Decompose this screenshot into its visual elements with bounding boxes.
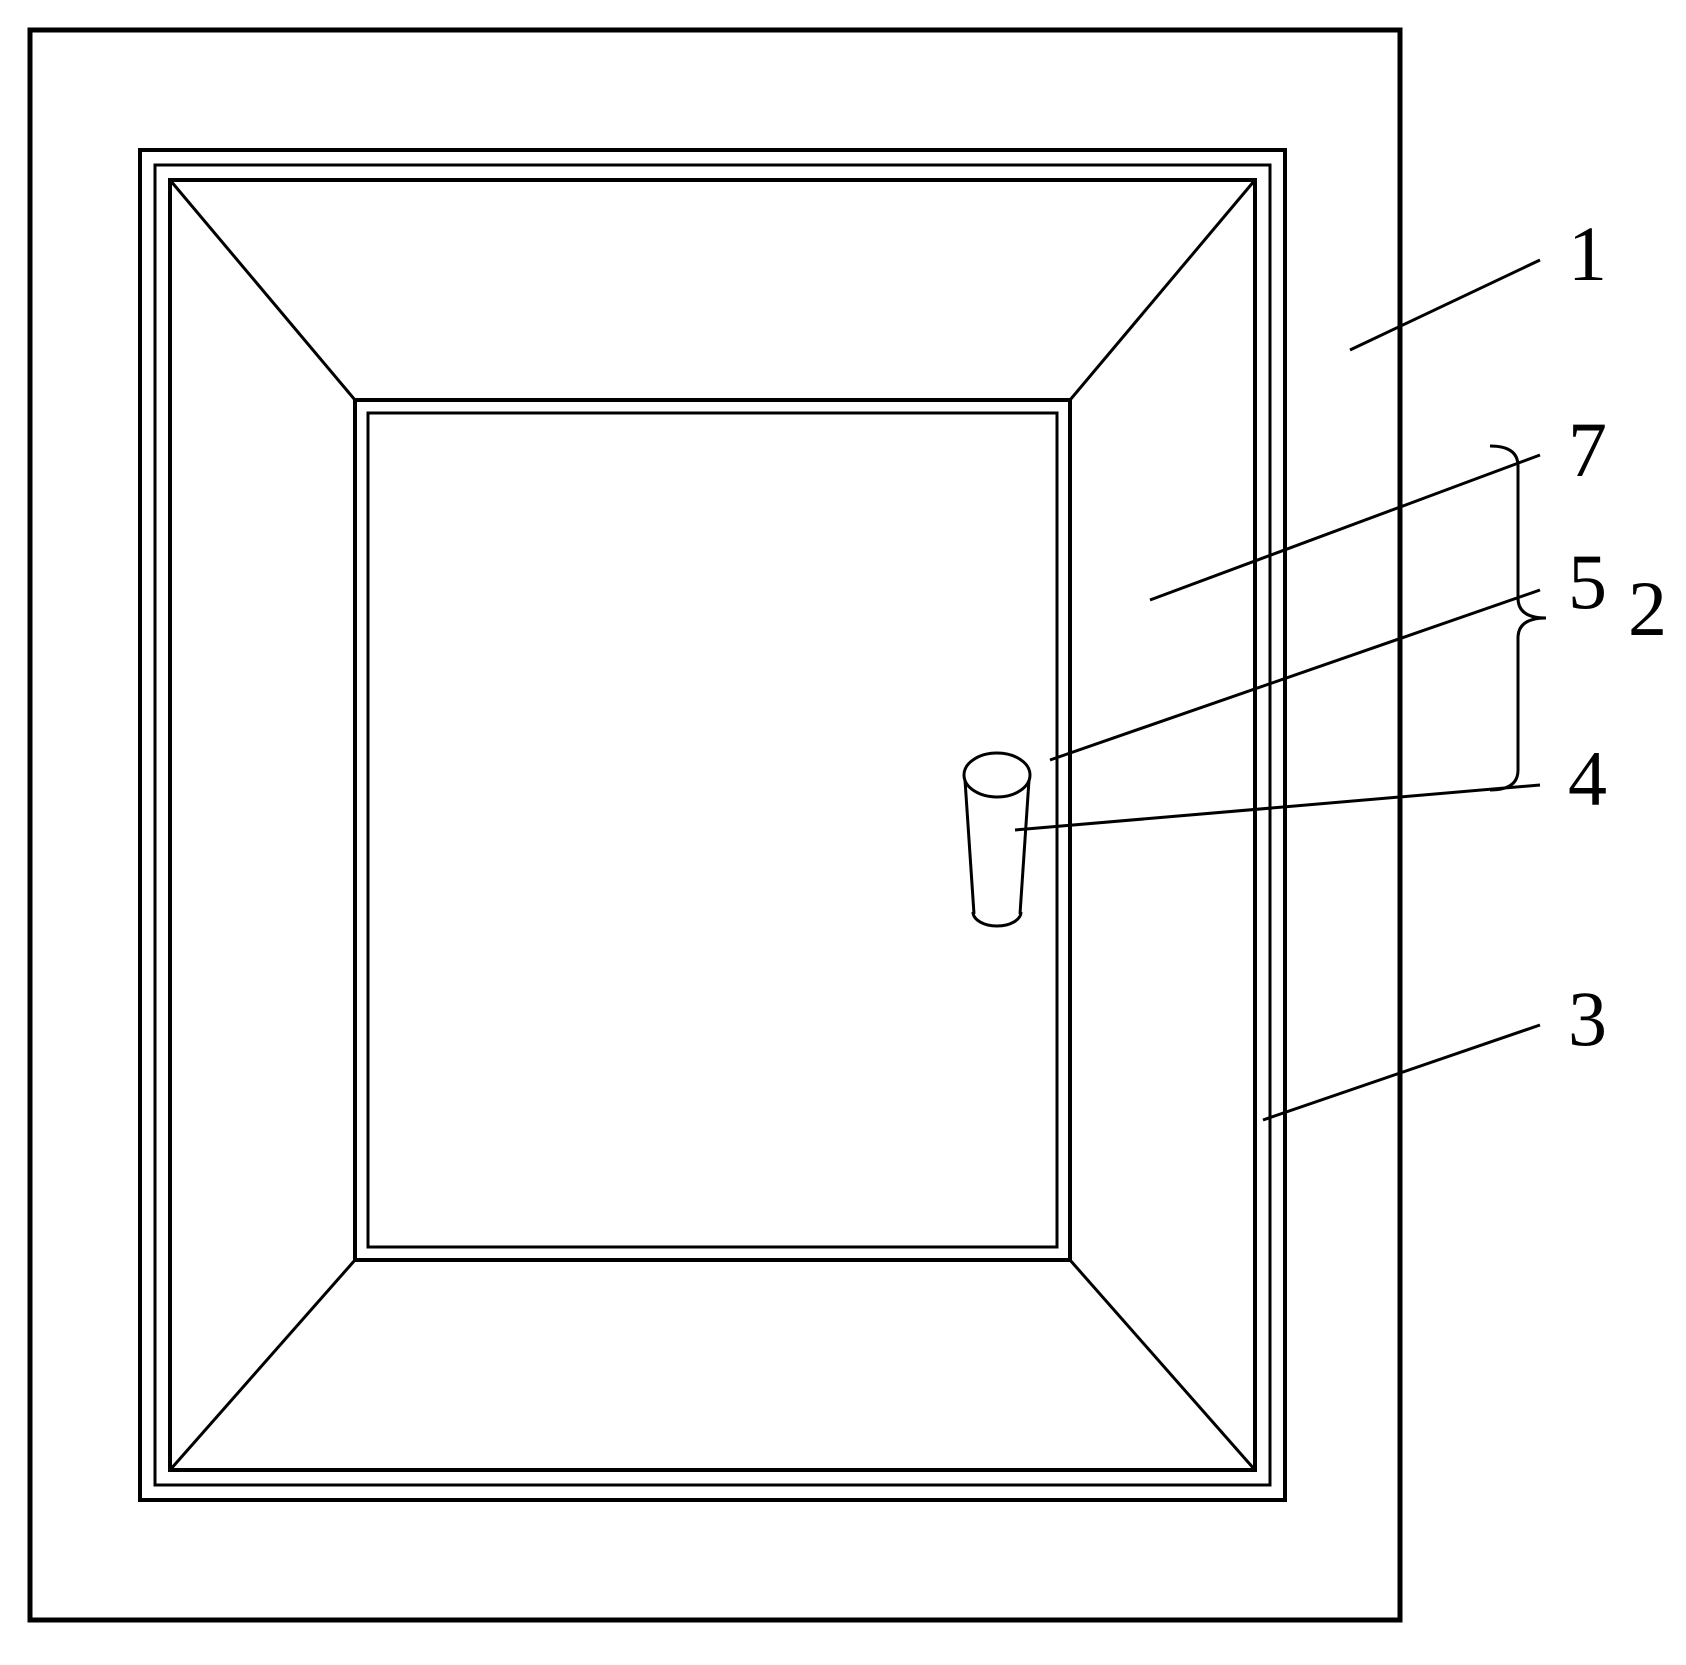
leader-1 bbox=[1350, 260, 1540, 350]
bevel-inner bbox=[355, 400, 1070, 1260]
handle-right-edge bbox=[1020, 780, 1029, 914]
handle-bottom bbox=[973, 912, 1021, 926]
leader-4 bbox=[1015, 785, 1540, 830]
label-4: 4 bbox=[1568, 735, 1607, 822]
label-2: 2 bbox=[1628, 565, 1667, 652]
brace-2 bbox=[1490, 446, 1546, 790]
handle-left-edge bbox=[965, 780, 974, 914]
sash-outer bbox=[140, 150, 1285, 1500]
outer-frame bbox=[30, 30, 1400, 1620]
leader-7 bbox=[1150, 455, 1540, 600]
bevel-diag-bl bbox=[170, 1260, 355, 1470]
handle-top bbox=[964, 753, 1030, 797]
bevel-diag-br bbox=[1070, 1260, 1255, 1470]
label-7: 7 bbox=[1568, 406, 1607, 493]
label-1: 1 bbox=[1568, 210, 1607, 297]
label-3: 3 bbox=[1568, 975, 1607, 1062]
leader-5 bbox=[1050, 590, 1540, 760]
bevel-diag-tl bbox=[170, 180, 355, 400]
bevel-diag-tr bbox=[1070, 180, 1255, 400]
label-5: 5 bbox=[1568, 538, 1607, 625]
glass-pane bbox=[368, 413, 1057, 1247]
